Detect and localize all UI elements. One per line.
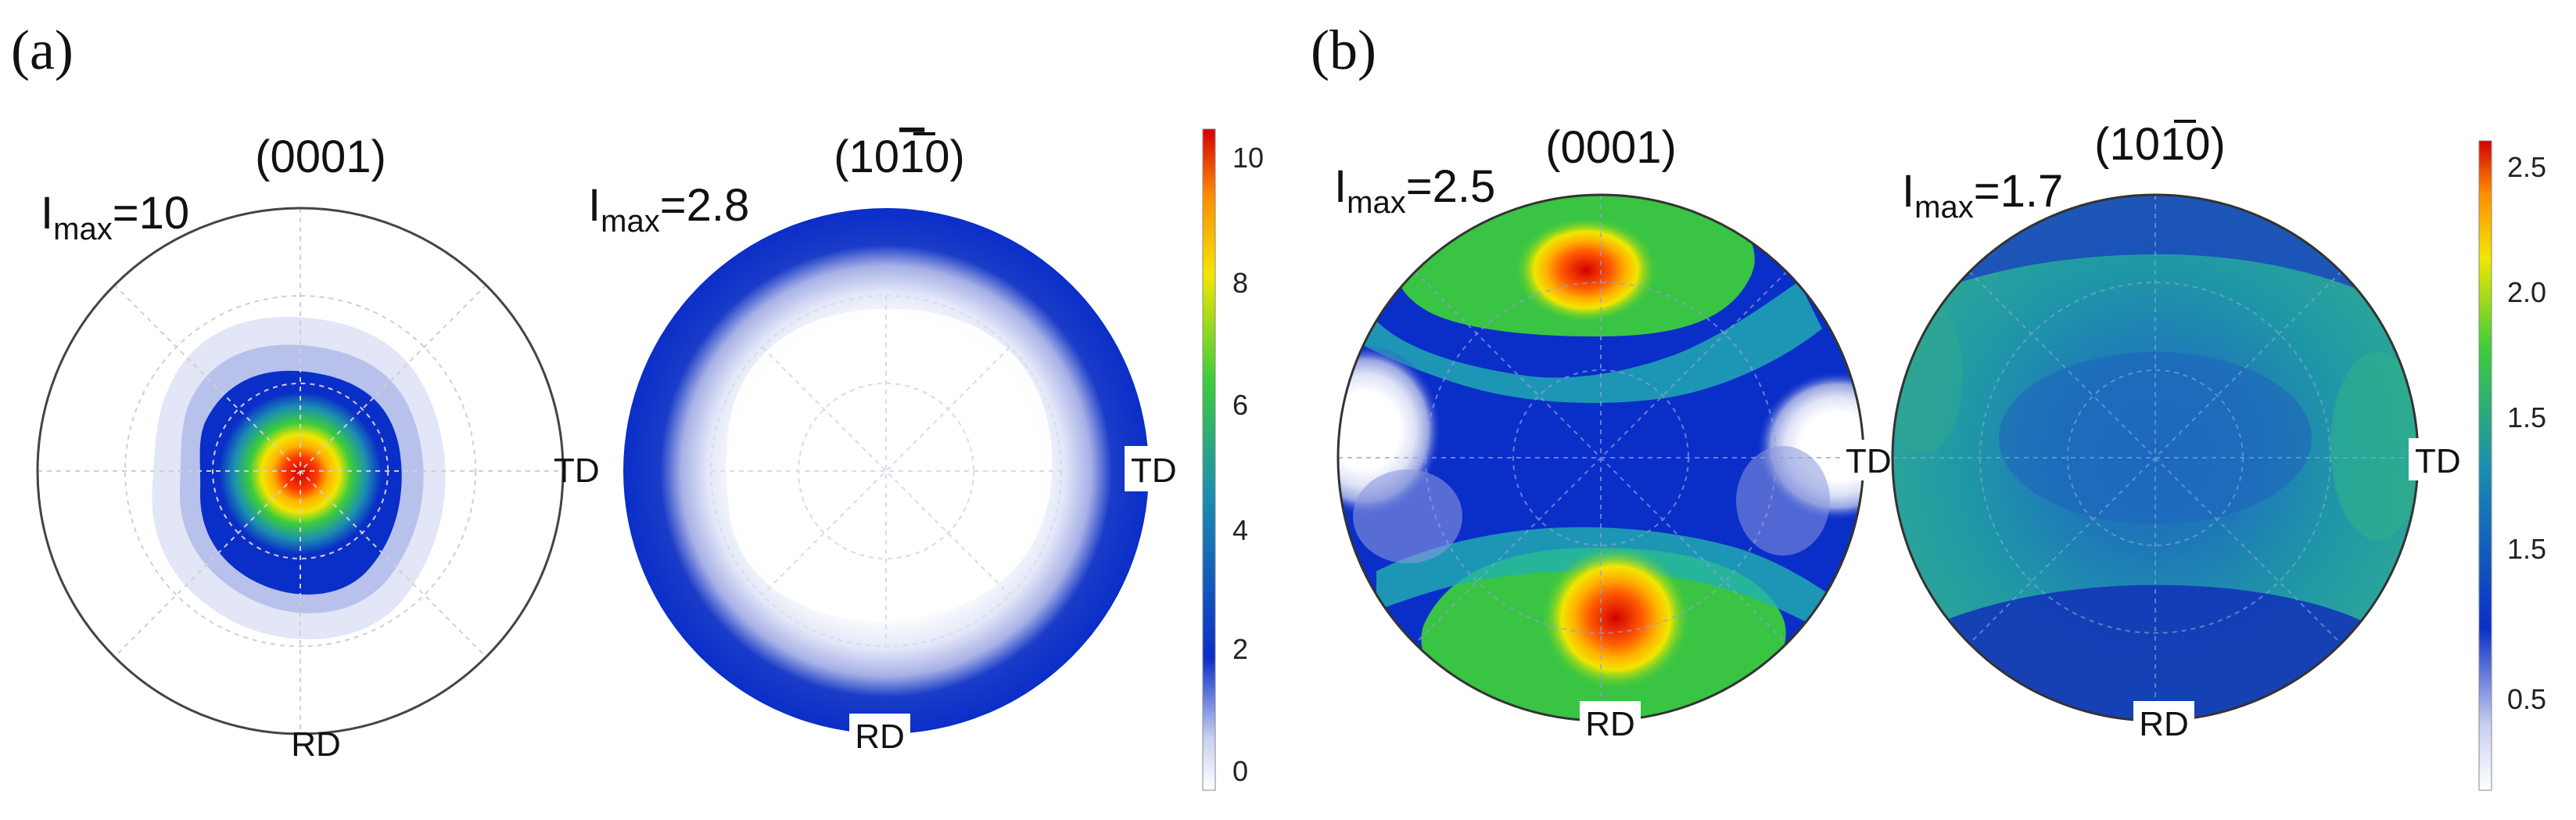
rd-label-box — [1580, 701, 1641, 742]
intensity-peak-top — [1514, 217, 1658, 323]
colorbar-strip — [2478, 140, 2492, 791]
intensity-contour-pale — [1736, 446, 1830, 556]
colorbar-tick: 4 — [1232, 514, 1248, 546]
rd-label: RD — [855, 718, 905, 756]
td-label-box — [1841, 440, 1896, 480]
rd-label: RD — [291, 725, 341, 764]
pole-figure-b-10-10 — [1891, 193, 2420, 722]
colorbar-ticks: 10 8 6 4 2 0 — [1232, 142, 1264, 787]
rd-label: RD — [2139, 705, 2189, 743]
pole-figure-b-0001 — [1336, 193, 1865, 722]
imax-label: Imax=2.5 — [1334, 161, 1495, 220]
pole-figure-title: (1010) — [834, 131, 965, 182]
pole-figure-outline — [36, 207, 565, 735]
colorbar-tick: 6 — [1232, 389, 1248, 421]
pole-figure-a-10-10 — [623, 208, 1149, 734]
colorbar-tick: 0 — [1232, 755, 1248, 787]
colorbar-tick: 2.5 — [2507, 151, 2546, 183]
imax-label: Imax=2.8 — [588, 180, 749, 239]
imax-label: Imax=10 — [41, 188, 189, 246]
colorbar-strip — [1202, 128, 1216, 791]
imax-label: Imax=1.7 — [1902, 166, 2063, 225]
td-label-box — [2409, 438, 2465, 480]
intensity-contour-blue — [1932, 584, 2385, 721]
intensity-transition — [1376, 527, 1830, 626]
td-label: TD — [1131, 451, 1177, 490]
rd-label: RD — [1585, 705, 1635, 743]
td-label: TD — [1846, 442, 1892, 480]
colorbar-tick: 0.5 — [2507, 683, 2546, 715]
colorbar-tick: 10 — [1232, 142, 1264, 174]
intensity-peak-bottom — [1541, 546, 1691, 690]
panel-b-label: (b) — [1311, 19, 1376, 81]
pole-figure-grid — [1893, 195, 2418, 721]
intensity-contour-mid — [1999, 352, 2312, 524]
colorbar-b: 2.5 2.0 1.5 1.5 0.5 — [2478, 140, 2546, 791]
rd-label-box — [849, 714, 910, 757]
pole-figure-title: (0001) — [255, 131, 386, 182]
intensity-void — [726, 308, 1053, 621]
pole-figure-title: (1010) — [2094, 119, 2226, 170]
rd-label-box — [2133, 701, 2194, 743]
colorbar-tick: 8 — [1232, 267, 1248, 299]
intensity-contour-green — [1893, 297, 1963, 454]
td-label-box — [1125, 446, 1181, 491]
intensity-contour-green — [2330, 352, 2418, 540]
colorbar-ticks: 2.5 2.0 1.5 1.5 0.5 — [2507, 151, 2546, 715]
pole-figure-a-0001 — [36, 207, 565, 735]
intensity-transition — [1361, 282, 1822, 403]
pole-figure-grid — [1338, 195, 1864, 721]
colorbar-tick: 2 — [1232, 633, 1248, 665]
panel-a-label: (a) — [11, 19, 74, 81]
colorbar-tick: 1.5 — [2507, 401, 2546, 433]
pole-figure-grid — [38, 208, 563, 734]
intensity-contour-pale — [1353, 469, 1462, 563]
td-label: TD — [554, 451, 600, 490]
pole-figure-title: (0001) — [1545, 122, 1677, 173]
colorbar-a: 10 8 6 4 2 0 — [1202, 128, 1264, 791]
td-label: TD — [2415, 442, 2461, 480]
colorbar-tick: 2.0 — [2507, 276, 2546, 308]
colorbar-tick: 1.5 — [2507, 533, 2546, 565]
pole-figure-grid — [710, 295, 1062, 647]
